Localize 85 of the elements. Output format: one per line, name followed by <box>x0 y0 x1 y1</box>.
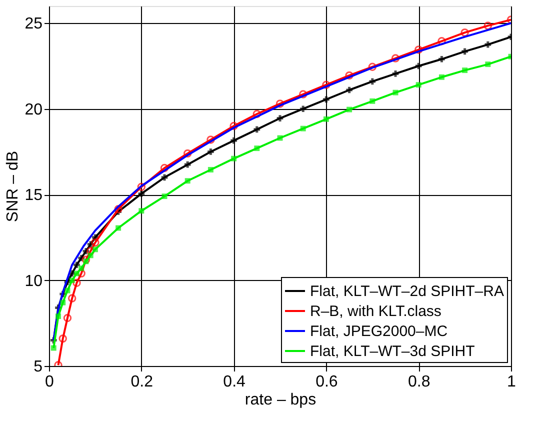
point <box>484 22 492 30</box>
point <box>368 62 377 71</box>
point <box>138 208 144 214</box>
point <box>184 161 191 168</box>
legend-label: R–B, with KLT.class <box>310 303 442 320</box>
y-axis-title: SNR – dB <box>4 150 22 222</box>
point <box>83 258 89 264</box>
point <box>116 225 122 231</box>
point <box>438 37 446 46</box>
point <box>72 278 81 287</box>
point <box>161 174 168 181</box>
point <box>231 156 237 162</box>
point <box>252 110 262 118</box>
point <box>485 62 491 68</box>
point <box>114 205 122 214</box>
legend-label: Flat, KLT–WT–3d SPIHT <box>310 343 475 360</box>
point <box>162 194 168 200</box>
point <box>323 96 330 103</box>
point <box>77 269 86 278</box>
point <box>230 122 238 130</box>
point <box>78 266 84 272</box>
point <box>276 100 284 108</box>
point <box>74 262 80 268</box>
legend-label: Flat, KLT–WT–2d SPIHT–RA <box>310 283 504 300</box>
point <box>392 70 399 77</box>
point <box>438 74 444 80</box>
point <box>438 56 445 62</box>
point <box>300 106 306 112</box>
point <box>82 256 90 264</box>
point <box>208 148 214 155</box>
point <box>74 270 80 276</box>
point <box>300 126 306 132</box>
point <box>69 278 75 284</box>
point <box>138 190 145 197</box>
point <box>254 146 260 152</box>
point <box>56 314 61 320</box>
x-tick-label: 1 <box>507 374 516 390</box>
legend-label: Flat, JPEG2000–MC <box>310 323 448 340</box>
point <box>230 137 237 144</box>
y-tick-label: 15 <box>24 187 43 204</box>
point <box>206 136 215 144</box>
point <box>92 246 98 252</box>
x-tick-label: 0.6 <box>316 374 338 390</box>
point <box>91 238 100 247</box>
x-tick-label: 0.8 <box>408 374 430 390</box>
point <box>346 106 352 112</box>
point <box>298 90 308 98</box>
y-tick-label: 20 <box>24 101 43 118</box>
point <box>183 149 192 158</box>
point <box>462 48 468 55</box>
point <box>63 314 72 322</box>
x-tick-label: 0.2 <box>130 374 154 390</box>
x-axis-title: rate – bps <box>244 392 316 408</box>
point <box>322 80 330 89</box>
y-tick-label: 10 <box>24 272 43 290</box>
point <box>416 82 422 88</box>
point <box>68 294 76 302</box>
point <box>276 115 284 122</box>
point <box>208 166 214 172</box>
x-tick-label: 0 <box>45 374 54 390</box>
point <box>137 182 146 191</box>
point <box>88 252 94 258</box>
point <box>346 86 352 94</box>
point <box>370 98 376 104</box>
point <box>64 288 70 294</box>
point <box>391 54 400 62</box>
y-tick-label: 25 <box>24 16 43 33</box>
point <box>392 90 398 96</box>
point <box>58 334 67 343</box>
point <box>415 62 422 70</box>
point <box>462 68 468 74</box>
x-tick-label: 0.4 <box>223 374 246 390</box>
point <box>160 164 169 172</box>
point <box>484 41 492 48</box>
point <box>414 46 423 54</box>
point <box>369 78 376 85</box>
point <box>86 247 95 256</box>
point <box>254 126 260 133</box>
point <box>460 28 469 37</box>
point <box>50 345 56 351</box>
y-tick-label: 5 <box>34 358 43 376</box>
point <box>184 178 190 184</box>
point <box>323 116 329 122</box>
point <box>345 71 354 80</box>
point <box>60 300 66 306</box>
